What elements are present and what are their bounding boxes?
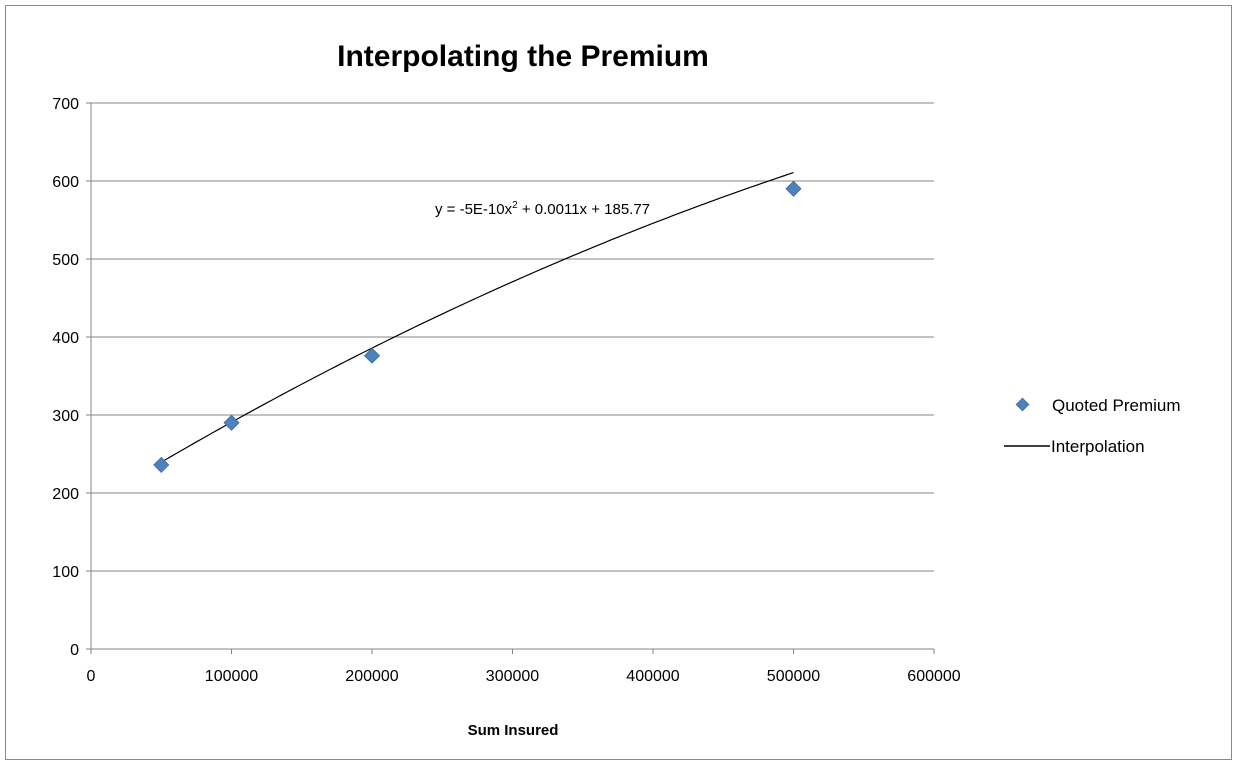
y-tick-label: 400 (52, 330, 79, 347)
legend-marker-diamond-icon (1015, 397, 1030, 412)
x-axis-label: Sum Insured (468, 722, 559, 739)
chart-title: Interpolating the Premium (337, 40, 709, 73)
x-tick-label: 500000 (767, 668, 820, 685)
chart-frame: Interpolating the Premium 0 100000 200000 3… (5, 5, 1232, 760)
y-tick-label: 200 (52, 486, 79, 503)
trendline-interpolation (160, 172, 794, 463)
scatter-chart: Interpolating the Premium 0 100000 200000 3… (52, 40, 1181, 739)
legend-item-interpolation: Interpolation (1004, 437, 1145, 456)
data-point (153, 456, 170, 473)
x-tick-label: 300000 (486, 668, 539, 685)
x-tick-label: 0 (87, 668, 96, 685)
gridlines (91, 102, 934, 572)
x-axis-ticks: 0 100000 200000 300000 400000 500000 600000 (87, 649, 961, 685)
data-point (785, 180, 802, 197)
y-tick-label: 600 (52, 174, 79, 191)
x-tick-label: 600000 (907, 668, 960, 685)
legend-label-interpolation: Interpolation (1051, 437, 1145, 456)
y-tick-label: 700 (52, 96, 79, 113)
x-tick-label: 200000 (345, 668, 398, 685)
y-tick-label: 300 (52, 408, 79, 425)
x-tick-label: 100000 (205, 668, 258, 685)
y-tick-label: 100 (52, 564, 79, 581)
data-point (223, 414, 240, 431)
series-quoted-premium (153, 180, 802, 473)
data-point (363, 347, 381, 364)
legend: Quoted Premium Interpolation (1004, 396, 1181, 456)
x-tick-label: 400000 (626, 668, 679, 685)
legend-label-quoted-premium: Quoted Premium (1052, 396, 1181, 415)
axes (90, 103, 934, 650)
trendline-equation: y = -5E-10x2 + 0.0011x + 185.77 (435, 200, 650, 218)
y-tick-label: 500 (52, 252, 79, 269)
legend-item-quoted-premium: Quoted Premium (1015, 396, 1181, 415)
y-axis-ticks: 0 100 200 300 400 500 600 700 (52, 96, 91, 659)
y-tick-label: 0 (70, 642, 79, 659)
